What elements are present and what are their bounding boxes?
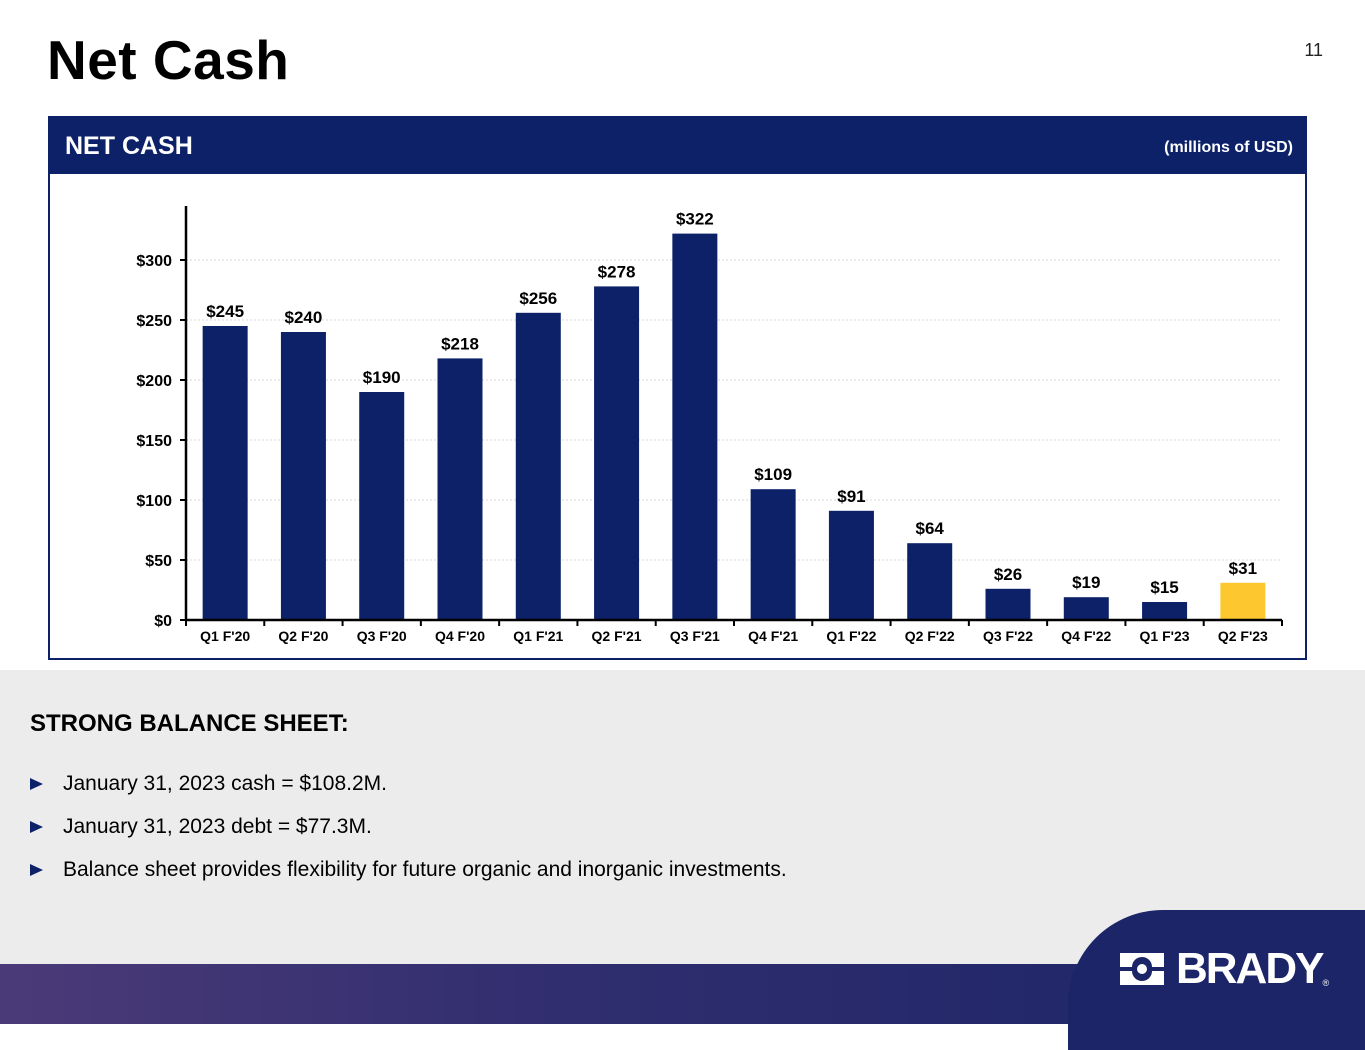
data-label: $19 <box>1072 573 1100 592</box>
page-number: 11 <box>1304 40 1323 60</box>
data-label: $278 <box>598 262 636 281</box>
x-tick-label: Q1 F'21 <box>513 628 563 644</box>
x-tick-label: Q2 F'21 <box>592 628 642 644</box>
bar <box>985 588 1031 620</box>
data-label: $245 <box>206 302 244 321</box>
y-tick-label: $300 <box>136 253 172 270</box>
list-item-text: January 31, 2023 debt = $77.3M. <box>63 814 372 838</box>
brady-logo: BRADY ® <box>1118 944 1329 994</box>
list-item: January 31, 2023 debt = $77.3M. <box>30 805 787 848</box>
logo-registered-mark: ® <box>1322 978 1330 988</box>
panel-title: NET CASH <box>65 132 193 160</box>
takeaways-list: January 31, 2023 cash = $108.2M. January… <box>30 762 787 891</box>
bar <box>515 312 561 620</box>
bar <box>280 332 326 620</box>
x-tick-label: Q2 F'20 <box>278 628 328 644</box>
bar <box>828 510 874 620</box>
y-tick-label: $100 <box>136 493 172 510</box>
data-label: $31 <box>1229 559 1257 578</box>
x-tick-label: Q1 F'23 <box>1140 628 1190 644</box>
list-item-text: Balance sheet provides flexibility for f… <box>63 857 787 881</box>
list-item: January 31, 2023 cash = $108.2M. <box>30 762 787 805</box>
bar <box>594 286 640 620</box>
x-tick-label: Q2 F'23 <box>1218 628 1268 644</box>
data-label: $64 <box>916 519 945 538</box>
data-label: $240 <box>285 308 323 327</box>
bar <box>437 358 483 620</box>
arrow-bullet-icon <box>30 863 43 876</box>
x-tick-label: Q1 F'22 <box>826 628 876 644</box>
y-tick-label: $200 <box>136 373 172 390</box>
net-cash-chart: $0 $50 $100 $150 $200 $250 $300 $245 Q1 F'20 $240… <box>136 206 1283 644</box>
x-tick-label: Q1 F'20 <box>200 628 250 644</box>
slide-title: Net Cash <box>47 29 290 91</box>
y-tick-label: $50 <box>145 553 172 570</box>
net-cash-panel: NET CASH (millions of USD) $0 $50 $100 $150… <box>48 116 1307 660</box>
data-label: $256 <box>519 289 557 308</box>
list-item-text: January 31, 2023 cash = $108.2M. <box>63 771 387 795</box>
x-tick-label: Q4 F'20 <box>435 628 485 644</box>
data-label: $218 <box>441 334 479 353</box>
logo-tab: BRADY ® <box>1068 910 1365 1050</box>
y-tick-label: $0 <box>154 613 172 630</box>
data-label: $91 <box>837 487 865 506</box>
bar <box>359 392 405 620</box>
brady-logo-mark-icon <box>1120 953 1164 985</box>
panel-header: NET CASH (millions of USD) <box>50 118 1305 174</box>
data-label: $15 <box>1150 578 1178 597</box>
bar <box>1220 582 1266 620</box>
arrow-bullet-icon <box>30 820 43 833</box>
list-item: Balance sheet provides flexibility for f… <box>30 848 787 891</box>
data-label: $26 <box>994 565 1022 584</box>
arrow-bullet-icon <box>30 777 43 790</box>
takeaways-heading: STRONG BALANCE SHEET: <box>30 710 349 737</box>
panel-units: (millions of USD) <box>1164 139 1293 156</box>
y-tick-label: $150 <box>136 433 172 450</box>
x-tick-label: Q3 F'21 <box>670 628 720 644</box>
bar <box>672 233 718 620</box>
bar <box>1142 602 1188 620</box>
bar <box>750 489 796 620</box>
bar <box>1063 597 1109 620</box>
bar <box>907 543 953 620</box>
data-label: $322 <box>676 210 714 229</box>
data-label: $109 <box>754 465 792 484</box>
x-tick-label: Q3 F'22 <box>983 628 1033 644</box>
y-tick-label: $250 <box>136 313 172 330</box>
data-label: $190 <box>363 368 401 387</box>
bar <box>202 326 248 620</box>
logo-text: BRADY <box>1176 944 1324 993</box>
x-tick-label: Q4 F'22 <box>1061 628 1111 644</box>
x-tick-label: Q4 F'21 <box>748 628 798 644</box>
x-tick-label: Q2 F'22 <box>905 628 955 644</box>
x-tick-label: Q3 F'20 <box>357 628 407 644</box>
